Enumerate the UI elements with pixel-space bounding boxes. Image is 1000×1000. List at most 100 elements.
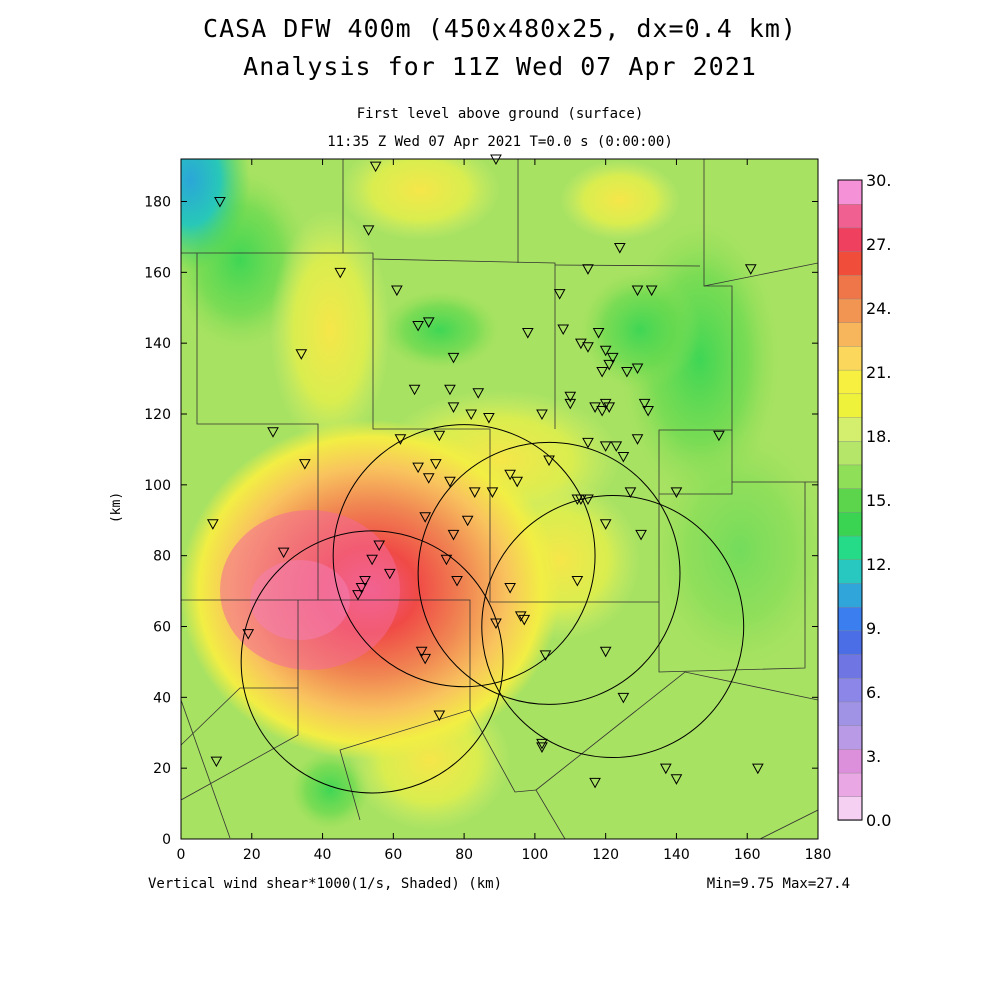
station-marker xyxy=(599,441,612,452)
colorbar-label: 24. xyxy=(866,299,891,318)
colorbar-swatch xyxy=(837,440,863,466)
colorbar-swatch xyxy=(837,630,863,655)
station-marker xyxy=(631,363,644,374)
station-marker xyxy=(589,777,601,789)
station-marker xyxy=(571,575,584,587)
station-marker xyxy=(242,629,255,640)
station-marker xyxy=(383,568,396,580)
station-marker xyxy=(713,430,725,442)
station-marker xyxy=(444,384,456,396)
x-tick-label: 100 xyxy=(522,847,549,863)
station-marker xyxy=(486,487,499,498)
y-axis: 0 20 40 60 80 100 120 140 160 180 xyxy=(144,195,818,848)
radar-circle-3 xyxy=(481,494,745,759)
station-marker xyxy=(670,487,683,498)
radar-circle-0 xyxy=(240,530,504,794)
colorbar-swatch xyxy=(837,559,863,584)
station-marker xyxy=(543,455,555,467)
x-tick-label: 60 xyxy=(384,847,402,863)
station-marker xyxy=(582,437,594,449)
station-marker xyxy=(670,774,683,785)
colorbar-label: 30. xyxy=(866,171,891,190)
colorbar-swatch xyxy=(837,274,863,300)
station-marker xyxy=(751,763,764,775)
station-marker xyxy=(359,575,371,587)
colorbar-swatch xyxy=(837,582,863,608)
y-tick-label: 180 xyxy=(144,195,171,211)
y-tick-label: 60 xyxy=(153,620,171,636)
station-marker xyxy=(596,405,608,417)
station-marker xyxy=(408,384,421,396)
station-marker xyxy=(521,328,534,339)
station-marker xyxy=(592,328,605,339)
colorbar-label: 3. xyxy=(866,747,881,766)
plot-frame xyxy=(180,158,819,840)
station-marker xyxy=(461,515,474,527)
station-marker xyxy=(366,554,378,566)
station-marker xyxy=(617,692,630,704)
station-marker xyxy=(631,285,644,297)
station-marker xyxy=(355,583,368,594)
x-axis-label: Vertical wind shear*1000(1/s, Shaded) (k… xyxy=(148,876,503,892)
station-marker xyxy=(299,459,311,470)
station-marker xyxy=(468,487,481,498)
colorbar-swatch xyxy=(837,416,863,442)
min-max-stats: Min=9.75 Max=27.4 xyxy=(706,876,850,892)
colorbar-swatch xyxy=(837,298,863,323)
station-marker xyxy=(635,529,647,541)
colorbar-swatch xyxy=(837,345,863,371)
station-marker xyxy=(645,285,658,297)
x-tick-label: 40 xyxy=(314,847,332,863)
y-tick-label: 0 xyxy=(162,832,171,848)
station-marker xyxy=(613,243,626,254)
colorbar-labels: 30. 27. 24. 21. 18. 15. 12. 9. 6. 3. 0.0 xyxy=(866,171,891,830)
station-marker xyxy=(419,653,432,665)
station-marker xyxy=(536,742,548,753)
station-marker xyxy=(422,317,435,328)
colorbar-swatch xyxy=(837,393,863,418)
station-marker xyxy=(596,367,608,378)
station-marker xyxy=(295,349,308,360)
station-marker xyxy=(599,646,612,658)
x-tick-label: 160 xyxy=(734,847,761,863)
station-marker xyxy=(394,434,407,445)
colorbar-swatch xyxy=(837,322,863,347)
colorbar-label: 18. xyxy=(866,427,891,446)
station-marker xyxy=(440,554,453,566)
station-marker xyxy=(447,402,460,413)
colorbar-swatch xyxy=(837,748,863,774)
station-marker xyxy=(267,427,279,438)
station-marker xyxy=(362,225,375,236)
station-marker xyxy=(334,267,347,279)
station-marker xyxy=(659,763,672,775)
station-marker xyxy=(412,320,424,332)
x-tick-label: 20 xyxy=(243,847,261,863)
station-marker xyxy=(447,352,460,364)
station-marker xyxy=(617,452,630,463)
radar-coverage-circles xyxy=(240,424,745,794)
colorbar-swatch xyxy=(837,653,863,679)
station-marker xyxy=(277,547,290,559)
colorbar-label: 9. xyxy=(866,619,881,638)
colorbar-swatch xyxy=(837,724,863,750)
colorbar-swatch xyxy=(837,203,863,229)
station-marker xyxy=(564,391,577,403)
y-tick-label: 100 xyxy=(144,478,171,494)
station-marker xyxy=(564,398,577,410)
station-marker xyxy=(582,342,594,353)
station-marker xyxy=(638,398,651,410)
map-level: First level above ground (surface) xyxy=(356,106,644,122)
radar-circle-1 xyxy=(332,424,596,688)
x-axis: 0 20 40 60 80 100 120 140 160 180 xyxy=(177,159,831,863)
station-marker xyxy=(511,476,524,488)
x-tick-label: 80 xyxy=(455,847,473,863)
station-marker xyxy=(373,540,386,552)
colorbar-label: 12. xyxy=(866,555,891,574)
colorbar-swatch xyxy=(837,701,863,726)
colorbar-frame xyxy=(837,179,863,821)
station-marker xyxy=(504,583,516,594)
station-marker xyxy=(536,738,548,750)
station-marker xyxy=(444,476,456,488)
shear-field xyxy=(181,159,818,839)
